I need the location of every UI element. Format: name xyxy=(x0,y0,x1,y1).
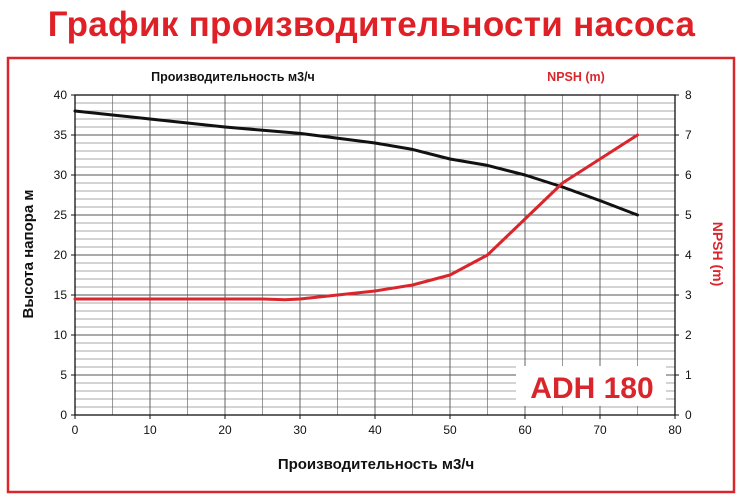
left-tick-label: 15 xyxy=(54,288,68,302)
x-tick-label: 40 xyxy=(368,423,382,437)
model-label: ADH 180 xyxy=(530,372,653,405)
right-tick-label: 7 xyxy=(685,128,692,142)
right-tick-label: 2 xyxy=(685,328,692,342)
left-tick-label: 35 xyxy=(54,128,68,142)
left-tick-label: 25 xyxy=(54,208,68,222)
right-tick-label: 8 xyxy=(685,88,692,102)
x-tick-label: 70 xyxy=(593,423,607,437)
x-tick-label: 20 xyxy=(218,423,232,437)
model-label-box xyxy=(516,366,666,406)
x-tick-label: 0 xyxy=(72,423,79,437)
x-tick-label: 50 xyxy=(443,423,457,437)
top-right-label: NPSH (m) xyxy=(547,70,605,84)
x-axis-ticks: 0 10 20 30 40 50 60 70 80 xyxy=(72,415,682,437)
top-left-label: Производительность м3/ч xyxy=(151,70,315,84)
left-tick-label: 10 xyxy=(54,328,68,342)
left-tick-label: 40 xyxy=(54,88,68,102)
x-tick-label: 30 xyxy=(293,423,307,437)
chart-frame xyxy=(6,56,736,494)
y-axis-left-label: Высота напора м xyxy=(20,189,37,318)
x-tick-label: 10 xyxy=(143,423,157,437)
x-axis-label: Производительность м3/ч xyxy=(278,456,474,473)
right-tick-label: 1 xyxy=(685,368,692,382)
x-tick-label: 60 xyxy=(518,423,532,437)
y-axis-right-label: NPSH (m) xyxy=(710,222,726,287)
head-curve xyxy=(73,109,639,217)
left-tick-label: 0 xyxy=(60,408,67,422)
page-title: График производительности насоса xyxy=(47,5,696,44)
right-tick-label: 4 xyxy=(685,248,692,262)
x-tick-label: 80 xyxy=(668,423,682,437)
right-tick-label: 5 xyxy=(685,208,692,222)
left-tick-label: 20 xyxy=(54,248,68,262)
left-axis-ticks: 0 5 10 15 20 25 30 35 40 xyxy=(54,88,75,422)
left-tick-label: 5 xyxy=(60,368,67,382)
right-tick-label: 6 xyxy=(685,168,692,182)
npsh-curve xyxy=(73,133,639,302)
left-tick-label: 30 xyxy=(54,168,68,182)
right-axis-ticks: 0 1 2 3 4 5 6 7 8 xyxy=(675,88,692,422)
right-tick-label: 3 xyxy=(685,288,692,302)
right-tick-label: 0 xyxy=(685,408,692,422)
